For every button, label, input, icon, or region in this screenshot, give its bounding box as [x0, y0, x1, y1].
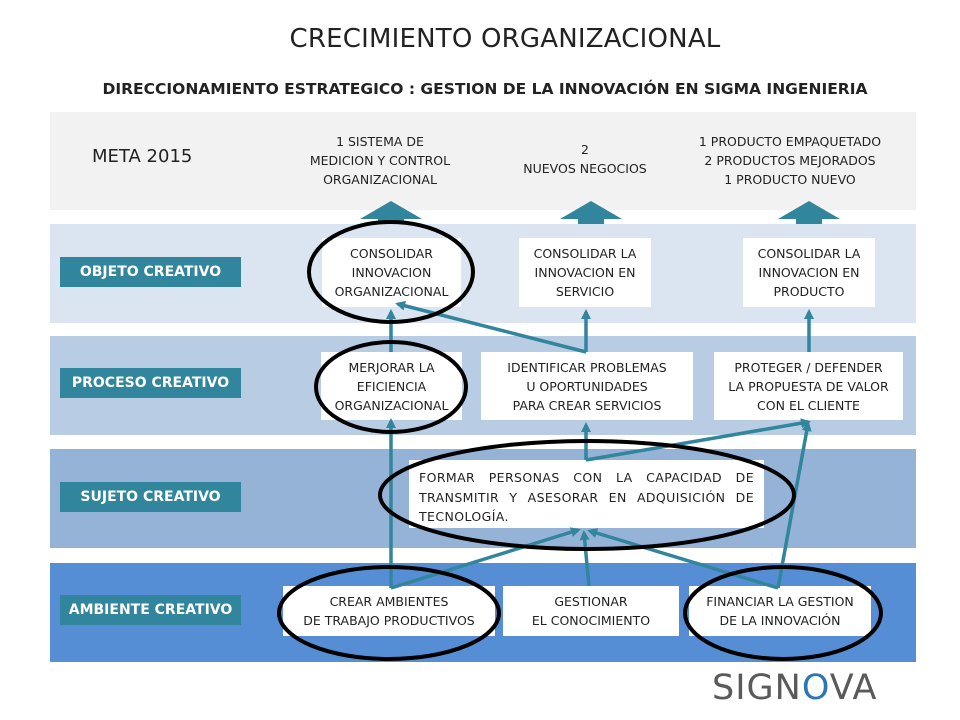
- highlight-ring-organizacional: [307, 220, 475, 324]
- sujeto-creativo-label: SUJETO CREATIVO: [60, 482, 241, 512]
- highlight-ring-sujeto: [378, 439, 796, 551]
- signova-logo: SIGNOVA: [712, 668, 878, 708]
- ambiente-creativo-label: AMBIENTE CREATIVO: [60, 595, 241, 625]
- arrow-gestionar-to-sujeto: [579, 530, 591, 587]
- highlight-ring-financiar: [683, 565, 883, 661]
- highlight-ring-eficiencia: [314, 340, 468, 434]
- objeto-box-organizacional: CONSOLIDAR INNOVACION ORGANIZACIONAL: [322, 238, 461, 307]
- proceso-box-valor: PROTEGER / DEFENDER LA PROPUESTA DE VALO…: [714, 352, 903, 420]
- meta-goal-products: 1 PRODUCTO EMPAQUETADO 2 PRODUCTOS MEJOR…: [698, 134, 882, 187]
- meta-goal-organizational: 1 SISTEMA DE MEDICION Y CONTROL ORGANIZA…: [309, 134, 451, 187]
- arrow-crear-to-sujeto: [390, 527, 581, 590]
- highlight-ring-crear-ambientes: [277, 565, 501, 661]
- meta-label: META 2015: [92, 146, 193, 167]
- ambiente-box-financiar: FINANCIAR LA GESTION DE LA INNOVACIÓN: [689, 586, 871, 636]
- meta-arrow-products: [778, 201, 840, 224]
- page-subtitle: DIRECCIONAMIENTO ESTRATEGICO : GESTION D…: [102, 80, 868, 98]
- arrow-financiar-to-sujeto: [587, 528, 779, 590]
- ambiente-box-crear-ambientes: CREAR AMBIENTES DE TRABAJO PRODUCTIVOS: [283, 586, 495, 636]
- ambiente-box-gestionar: GESTIONAR EL CONOCIMIENTO: [503, 586, 679, 636]
- proceso-creativo-label: PROCESO CREATIVO: [60, 368, 241, 398]
- objeto-box-servicio: CONSOLIDAR LA INNOVACION EN SERVICIO: [519, 238, 651, 307]
- objeto-creativo-label: OBJETO CREATIVO: [60, 257, 241, 287]
- page-title: CRECIMIENTO ORGANIZACIONAL: [289, 24, 721, 54]
- arrow-sujeto-to-valor: [585, 418, 811, 462]
- meta-band: [50, 112, 916, 210]
- proceso-box-servicios: IDENTIFICAR PROBLEMAS U OPORTUNIDADES PA…: [481, 352, 693, 420]
- meta-arrow-business: [560, 201, 622, 224]
- objeto-box-producto: CONSOLIDAR LA INNOVACION EN PRODUCTO: [743, 238, 875, 307]
- sujeto-box-formar-personas: FORMAR PERSONAS CON LA CAPACIDAD DE TRAN…: [409, 460, 764, 528]
- meta-arrow-organizational: [360, 201, 422, 224]
- arrow-financiar-to-valor: [776, 421, 812, 589]
- proceso-box-eficiencia: MERJORAR LA EFICIENCIA ORGANIZACIONAL: [321, 352, 462, 420]
- meta-goal-business: 2 NUEVOS NEGOCIOS: [523, 142, 647, 176]
- arrow-servicios-to-organizacional: [395, 300, 587, 354]
